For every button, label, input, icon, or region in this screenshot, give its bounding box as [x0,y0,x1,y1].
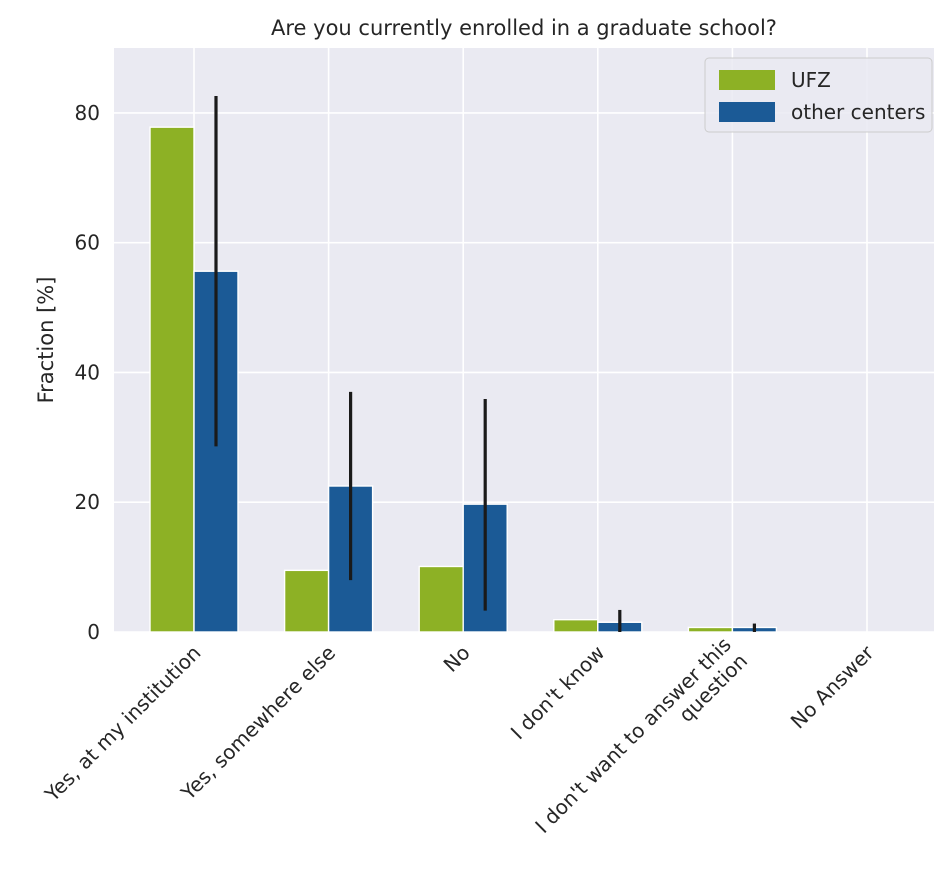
x-tick-label-line: I don't want to answer this [530,632,735,837]
error-bars [214,96,757,632]
y-axis-label: Fraction [%] [34,277,58,404]
grid [114,48,934,633]
legend-swatch-other-centers [719,102,775,122]
legend-label-ufz: UFZ [791,68,831,92]
bar-ufz [418,565,464,633]
y-tick-label: 20 [75,490,100,514]
bar-ufz [687,626,734,633]
x-tick-label: I don't know [506,641,610,745]
y-tick-label: 80 [75,101,100,125]
chart-title: Are you currently enrolled in a graduate… [271,16,777,40]
x-tick-label: Yes, somewhere else [176,641,341,806]
x-tick-label: No Answer [786,640,879,733]
x-tick-label-line: No [439,641,475,677]
x-tick-label-line: Yes, somewhere else [176,641,341,806]
y-tick-label: 60 [75,231,100,255]
x-tick-label-line: No Answer [786,640,879,733]
legend: UFZ other centers [704,57,933,133]
legend-swatch-ufz [719,70,775,90]
legend-label-other-centers: other centers [791,100,925,124]
y-tick-label: 40 [75,360,100,384]
x-tick-label-line: I don't know [506,641,610,745]
bar-ufz [149,126,195,633]
y-tick-labels: 0 20 40 60 80 [75,101,100,644]
plot-background [114,48,934,632]
bar-ufz [283,569,330,633]
y-tick-label: 0 [87,620,100,644]
x-tick-label: No [439,641,475,677]
bar-ufz [553,618,599,633]
